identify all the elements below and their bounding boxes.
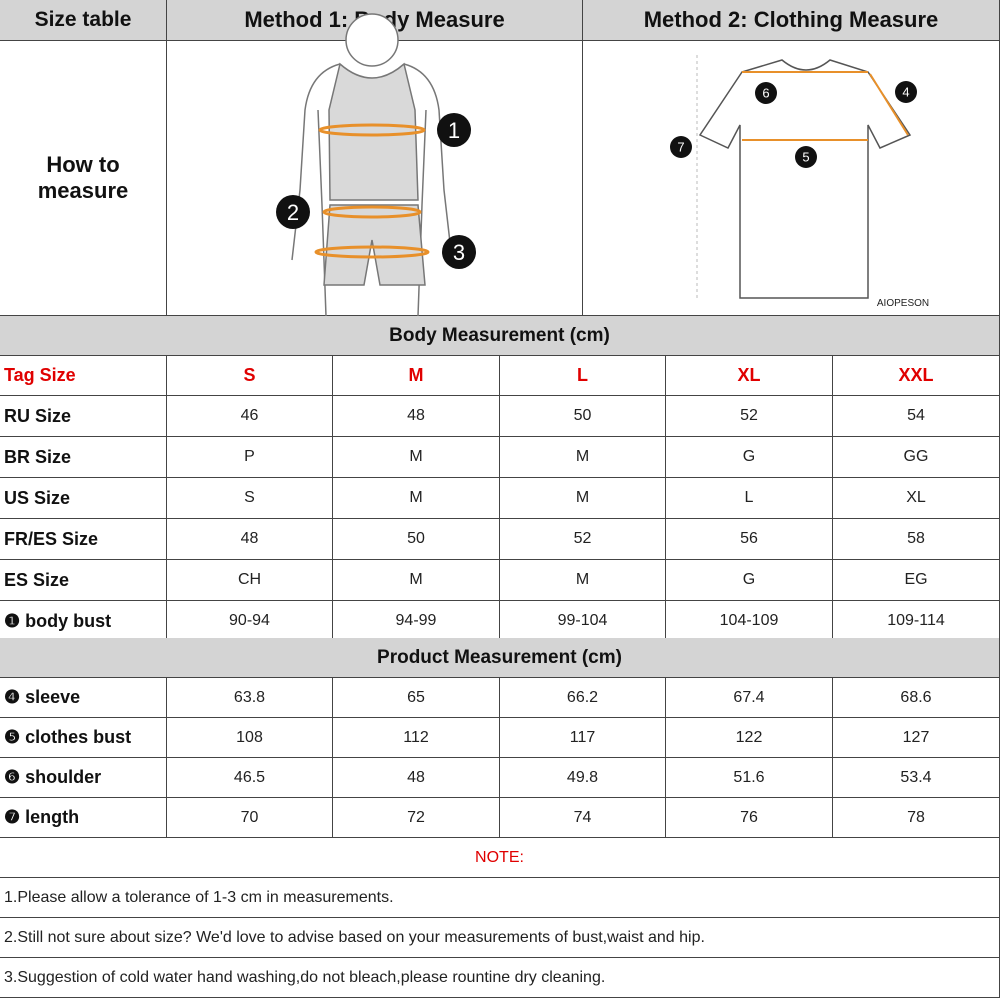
table-cell: CH (167, 560, 333, 601)
table-cell: L (500, 356, 666, 396)
table-cell: 90-94 (167, 601, 333, 642)
table-cell: 46 (167, 396, 333, 437)
how-to-measure: How to measure (0, 41, 167, 316)
table-cell: S (167, 478, 333, 519)
table-cell: 99-104 (500, 601, 666, 642)
table-cell: M (500, 437, 666, 478)
table-cell: 63.8 (167, 678, 333, 718)
table-cell: 1.Please allow a tolerance of 1-3 cm in … (0, 878, 1000, 918)
marker-circle (670, 136, 692, 158)
table-cell: 74 (500, 798, 666, 838)
marker-label: 1 (448, 118, 460, 143)
table-cell: 53.4 (833, 758, 1000, 798)
header-cell: Size table (0, 0, 167, 41)
marker-label: 2 (287, 200, 299, 225)
table-cell: 46.5 (167, 758, 333, 798)
marker-label: 4 (902, 85, 909, 100)
table-cell: XXL (833, 356, 1000, 396)
table-cell: 49.8 (500, 758, 666, 798)
table-cell: 72 (333, 798, 500, 838)
table-cell: EG (833, 560, 1000, 601)
table-cell: M (500, 560, 666, 601)
table-cell: RU Size (0, 396, 167, 437)
brand: AIOPESON (877, 298, 929, 309)
table-cell: 51.6 (666, 758, 833, 798)
table-cell: 48 (333, 396, 500, 437)
table-cell: 54 (833, 396, 1000, 437)
marker-circle (276, 195, 310, 229)
tshirt (696, 55, 912, 299)
body-figure (291, 13, 453, 317)
table-cell: ❺ clothes bust (0, 718, 167, 758)
table-cell: 66.2 (500, 678, 666, 718)
diagrams: 1 2 3 6 4 7 5 AIOPESON (276, 13, 929, 317)
table-cell: XL (666, 356, 833, 396)
table-cell: GG (833, 437, 1000, 478)
table-cell: ES Size (0, 560, 167, 601)
table-cell: S (167, 356, 333, 396)
table-cell: 52 (500, 519, 666, 560)
table-cell: M (500, 478, 666, 519)
table-cell: 109-114 (833, 601, 1000, 642)
table-cell: 48 (333, 758, 500, 798)
table-cell: 104-109 (666, 601, 833, 642)
table-cell: ❼ length (0, 798, 167, 838)
table-cell: M (333, 478, 500, 519)
table-cell: 117 (500, 718, 666, 758)
marker-label: 5 (802, 150, 809, 165)
table-cell: US Size (0, 478, 167, 519)
marker-label: 3 (453, 240, 465, 265)
table-cell: ❹ sleeve (0, 678, 167, 718)
table-cell: NOTE: (0, 838, 1000, 878)
table-cell: P (167, 437, 333, 478)
table-cell: 48 (167, 519, 333, 560)
table-cell: ❶ body bust (0, 601, 167, 642)
table-cell: 65 (333, 678, 500, 718)
orange-measure-lines (314, 123, 430, 259)
table-cell: 2.Still not sure about size? We'd love t… (0, 918, 1000, 958)
table-cell: M (333, 560, 500, 601)
table-cell: 52 (666, 396, 833, 437)
marker-circle (755, 82, 777, 104)
table-cell: 68.6 (833, 678, 1000, 718)
table-cell: Tag Size (0, 356, 167, 396)
table-cell: 56 (666, 519, 833, 560)
marker-circle (437, 113, 471, 147)
table-cell: FR/ES Size (0, 519, 167, 560)
table-cell: 76 (666, 798, 833, 838)
marker-label: 6 (762, 86, 769, 101)
table-cell: 122 (666, 718, 833, 758)
marker-circle (442, 235, 476, 269)
table-cell: 108 (167, 718, 333, 758)
table-cell: 3.Suggestion of cold water hand washing,… (0, 958, 1000, 998)
table-cell: 112 (333, 718, 500, 758)
table-cell: 58 (833, 519, 1000, 560)
table-cell: 94-99 (333, 601, 500, 642)
marker-label: 7 (677, 140, 684, 155)
header-cell: Method 2: Clothing Measure (583, 0, 1000, 41)
table-cell: 67.4 (666, 678, 833, 718)
marker-circle (895, 81, 917, 103)
table-cell: XL (833, 478, 1000, 519)
table-cell: 78 (833, 798, 1000, 838)
table-cell: 70 (167, 798, 333, 838)
table-cell: 127 (833, 718, 1000, 758)
table-cell: M (333, 356, 500, 396)
table-cell: Product Measurement (cm) (0, 638, 1000, 678)
marker-circle (795, 146, 817, 168)
table-cell: G (666, 560, 833, 601)
table-cell: 50 (333, 519, 500, 560)
body-diagram-cell (167, 41, 583, 316)
table-cell: M (333, 437, 500, 478)
table-cell: L (666, 478, 833, 519)
table-cell: ❻ shoulder (0, 758, 167, 798)
table-cell: Body Measurement (cm) (0, 316, 1000, 356)
table-cell: G (666, 437, 833, 478)
table-cell: BR Size (0, 437, 167, 478)
table-cell: 50 (500, 396, 666, 437)
